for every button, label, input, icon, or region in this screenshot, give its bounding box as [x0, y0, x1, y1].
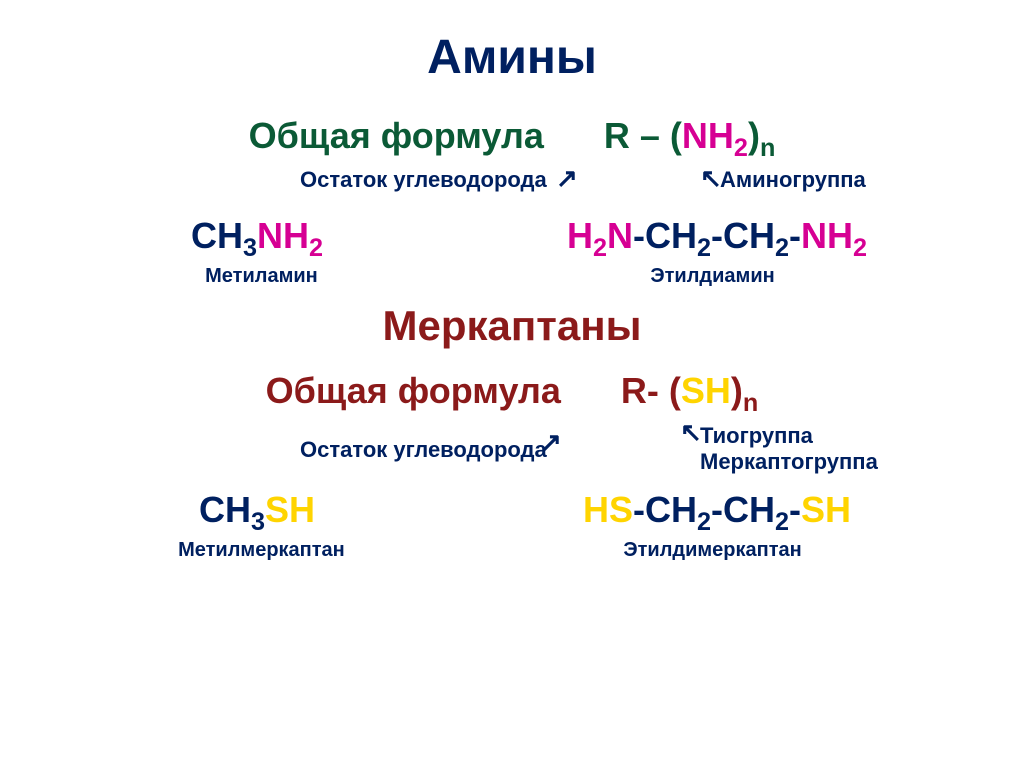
amines-example-labels: Метиламин Этилдиамин: [0, 265, 1024, 288]
m-ex2-ch1: -CH: [633, 489, 697, 530]
hydrocarbon-residue-label: Остаток углеводорода: [300, 167, 547, 193]
ex2-dash: -: [789, 215, 801, 256]
ex1-ch: СН: [191, 215, 243, 256]
formula-nh: NH: [682, 115, 734, 156]
m-ex2-2b: 2: [775, 508, 789, 536]
m-ex2-hs: HS: [583, 489, 633, 530]
ex2-nh: NH: [801, 215, 853, 256]
formula-label-2: Общая формула: [266, 370, 561, 411]
formula-subn: n: [760, 134, 775, 162]
mercaptans-annotations: Остаток углеводорода ↗ ↖ Тиогруппа Мерка…: [0, 423, 1024, 479]
mercaptans-example-labels: Метилмеркаптан Этилдимеркаптан: [0, 539, 1024, 562]
ex2-h: H: [567, 215, 593, 256]
mercaptans-examples: СН3SH HS-CH2-CH2-SH: [0, 489, 1024, 537]
hydrocarbon-residue-label-2: Остаток углеводорода: [300, 437, 547, 463]
m-ex1-sh: SH: [265, 489, 315, 530]
m-ex2-2a: 2: [697, 508, 711, 536]
arrow-right-icon-2: ↖: [680, 417, 702, 448]
arrow-right-icon: ↖: [700, 163, 722, 194]
amines-general-formula: Общая формула R – (NH2)n: [0, 115, 1024, 163]
ex2-2d: 2: [853, 234, 867, 262]
ex2-ch1: -CH: [633, 215, 697, 256]
formula-r-2: R- (: [621, 370, 681, 411]
formula-subn-2: n: [743, 390, 758, 418]
amines-annotations: Остаток углеводорода ↗ Аминогруппа ↖: [0, 167, 1024, 197]
mercaptogroup-label: Меркаптогруппа: [700, 449, 878, 475]
ethyldiamine-label: Этилдиамин: [498, 265, 928, 288]
slide: Амины Общая формула R – (NH2)n Остаток у…: [0, 0, 1024, 767]
formula-label: Общая формула: [249, 115, 544, 156]
thiogroup-label: Тиогруппа: [700, 423, 813, 449]
formula-sub2: 2: [734, 134, 748, 162]
m-ex1-3: 3: [251, 508, 265, 536]
m-ex2-dash: -: [789, 489, 801, 530]
arrow-left-icon-2: ↗: [540, 427, 562, 458]
ex2-ch2: -CH: [711, 215, 775, 256]
ex1-3: 3: [243, 234, 257, 262]
ex2-n: N: [607, 215, 633, 256]
formula-close-2: ): [731, 370, 743, 411]
ex2-2a: 2: [593, 234, 607, 262]
arrow-left-icon: ↗: [556, 163, 578, 194]
ex2-2b: 2: [697, 234, 711, 262]
formula-sh: SH: [681, 370, 731, 411]
methylmercaptan-label: Метилмеркаптан: [96, 539, 426, 562]
formula-r: R – (: [604, 115, 682, 156]
ex1-2: 2: [309, 234, 323, 262]
m-ex1-ch: СН: [199, 489, 251, 530]
mercaptans-general-formula: Общая формула R- (SH)n: [0, 370, 1024, 418]
aminogroup-label: Аминогруппа: [720, 167, 866, 193]
methylamine-label: Метиламин: [96, 265, 426, 288]
ex1-nh: NH: [257, 215, 309, 256]
mercaptans-title: Меркаптаны: [0, 302, 1024, 350]
ex2-2c: 2: [775, 234, 789, 262]
m-ex2-sh: SH: [801, 489, 851, 530]
ethyldimercaptan-label: Этилдимеркаптан: [498, 539, 928, 562]
formula-close: ): [748, 115, 760, 156]
amines-title: Амины: [0, 30, 1024, 85]
amines-examples: СН3NH2 H2N-CH2-CH2-NH2: [0, 215, 1024, 263]
m-ex2-ch2: -CH: [711, 489, 775, 530]
